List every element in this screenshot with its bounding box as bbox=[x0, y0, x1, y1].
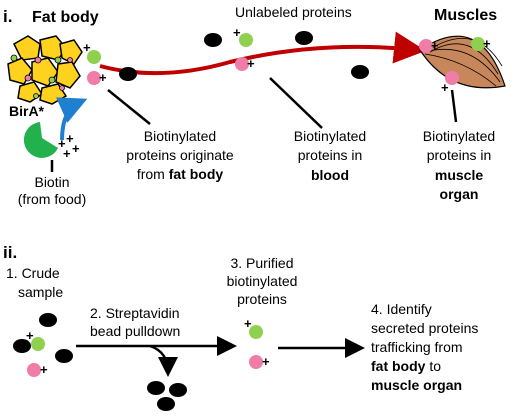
muscles-title: Muscles bbox=[434, 7, 497, 24]
muscle-organ-icon bbox=[419, 35, 506, 89]
green-protein-purified bbox=[249, 325, 263, 339]
step2-text-1: 2. Streptavidin bbox=[90, 305, 180, 321]
unlabeled-protein bbox=[295, 31, 313, 45]
plus-sign: + bbox=[233, 25, 241, 40]
plus-sign: + bbox=[247, 56, 255, 71]
enzyme-label: BirA* bbox=[9, 103, 45, 119]
plus-sign: + bbox=[244, 316, 252, 331]
step4-text-5: muscle organ bbox=[371, 377, 462, 393]
biotin-plus: + bbox=[66, 131, 74, 146]
step2-text-2: bead pulldown bbox=[90, 323, 180, 339]
plus-sign: + bbox=[99, 70, 107, 85]
step3-text-2: biotinylated bbox=[227, 273, 298, 289]
green-protein-origin bbox=[87, 50, 101, 64]
plus-sign: + bbox=[26, 328, 34, 343]
unlabeled-protein bbox=[119, 67, 137, 81]
biotin-label-1: Biotin bbox=[34, 174, 69, 190]
origin-text-3: from fat body bbox=[137, 166, 224, 182]
muscle-text-3: muscle bbox=[435, 167, 483, 183]
pink-protein-purified bbox=[249, 355, 263, 369]
part-i-label: i. bbox=[3, 7, 12, 26]
removed-protein bbox=[169, 383, 187, 397]
blood-pointer-line bbox=[269, 77, 323, 129]
step4-text-4: fat body to bbox=[371, 358, 441, 374]
plus-sign: + bbox=[441, 80, 449, 95]
bira-enzyme-icon bbox=[23, 122, 58, 158]
blood-text-1: Biotinylated bbox=[294, 128, 366, 144]
biotin-label-2: (from food) bbox=[18, 191, 86, 207]
pink-protein-blood bbox=[235, 57, 249, 71]
removed-protein bbox=[147, 381, 165, 395]
plus-sign: + bbox=[83, 40, 91, 55]
unlabeled-protein bbox=[204, 33, 222, 47]
biotin-arrow-icon bbox=[56, 97, 88, 141]
step1-text-2: sample bbox=[18, 284, 63, 300]
pink-protein-sample bbox=[27, 363, 41, 377]
biotin-plus: + bbox=[72, 141, 80, 156]
origin-text-2: proteins originate bbox=[126, 147, 234, 163]
unlabeled-protein bbox=[351, 65, 369, 79]
unlabeled-protein bbox=[55, 349, 73, 363]
step1-text-1: 1. Crude bbox=[6, 265, 60, 281]
green-protein-sample bbox=[31, 337, 45, 351]
blood-flow-arrow-icon bbox=[99, 31, 426, 76]
biotin-plus: + bbox=[58, 136, 66, 151]
step4-text-2: secreted proteins bbox=[371, 320, 478, 336]
origin-pointer-line bbox=[107, 89, 151, 125]
blood-text-3: blood bbox=[311, 167, 349, 183]
unlabeled-protein bbox=[13, 339, 31, 353]
origin-text-1: Biotinylated bbox=[144, 128, 216, 144]
unlabeled-proteins-label: Unlabeled proteins bbox=[235, 4, 352, 20]
pink-protein-muscle bbox=[445, 71, 459, 85]
green-protein-blood bbox=[239, 33, 253, 47]
plus-sign: + bbox=[262, 354, 270, 369]
biotin-plus: + bbox=[63, 146, 71, 161]
step3-text-3: proteins bbox=[237, 291, 287, 307]
pink-protein-origin bbox=[87, 71, 101, 85]
unlabeled-protein bbox=[39, 313, 57, 327]
plus-sign: + bbox=[431, 38, 439, 53]
step4-text-1: 4. Identify bbox=[371, 301, 432, 317]
muscle-text-2: proteins in bbox=[427, 147, 492, 163]
blood-text-2: proteins in bbox=[298, 147, 363, 163]
green-protein-muscle bbox=[471, 37, 485, 51]
plus-sign: + bbox=[483, 36, 491, 51]
muscle-text-1: Biotinylated bbox=[423, 128, 495, 144]
muscle-text-4: organ bbox=[440, 186, 479, 202]
removed-arrow-icon bbox=[149, 344, 178, 377]
fat-body-cells-icon bbox=[7, 35, 83, 105]
plus-sign: + bbox=[40, 362, 48, 377]
step4-text-3: trafficking from bbox=[371, 339, 463, 355]
fat-body-title: Fat body bbox=[32, 9, 99, 26]
removed-protein bbox=[157, 397, 175, 411]
muscle-pointer-line bbox=[450, 89, 458, 123]
step3-text-1: 3. Purified bbox=[230, 255, 293, 271]
part-ii-label: ii. bbox=[3, 243, 17, 262]
pink-protein-muscle bbox=[419, 39, 433, 53]
